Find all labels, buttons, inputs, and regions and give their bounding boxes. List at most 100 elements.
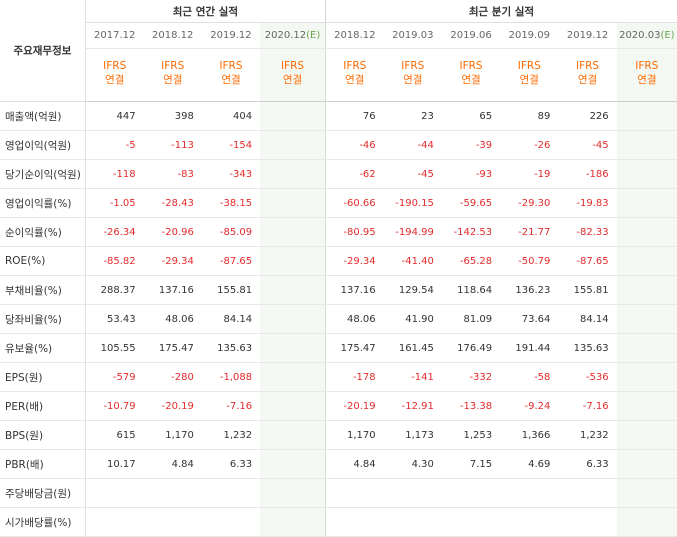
- estimate-tag: (E): [660, 30, 675, 41]
- accounting-standard-label: IFRS 연결: [325, 48, 384, 102]
- value-cell: -190.15: [383, 188, 442, 218]
- period-label: 2018.12: [152, 30, 194, 41]
- value-cell: -44: [383, 130, 442, 160]
- period-label: 2019.09: [508, 30, 550, 41]
- value-cell: 137.16: [325, 275, 384, 305]
- value-cell: 6.33: [558, 449, 617, 479]
- period-label: 2018.12: [334, 30, 376, 41]
- accounting-standard-label: IFRS 연결: [201, 48, 261, 102]
- value-cell: 615: [85, 420, 144, 450]
- value-cell: [441, 507, 501, 537]
- value-cell: -154: [201, 130, 261, 160]
- table-row: EPS(원) -579 -280 -1,088 -178 -141 -332 -58 -536: [0, 362, 677, 392]
- value-cell: -29.34: [143, 246, 202, 276]
- period-header: 2019.12: [201, 22, 261, 49]
- value-cell: 447: [85, 101, 144, 131]
- value-cell: 155.81: [201, 275, 261, 305]
- row-label: PER(배): [0, 391, 86, 421]
- value-cell: -113: [143, 130, 202, 160]
- consolidated-label: 연결: [163, 74, 183, 86]
- value-cell: [260, 362, 326, 392]
- table-row: 부채비율(%) 288.37 137.16 155.81 137.16 129.54 118…: [0, 275, 677, 305]
- value-cell: [260, 304, 326, 334]
- value-cell: -87.65: [558, 246, 617, 276]
- accounting-standard-row: IFRS 연결 IFRS 연결 IFRS 연결 IFRS 연결 IFRS 연결 IFRS 연결 IFRS…: [0, 48, 677, 102]
- table-row: ROE(%) -85.82 -29.34 -87.65 -29.34 -41.40 -65.…: [0, 246, 677, 276]
- value-cell: 137.16: [143, 275, 202, 305]
- row-label: BPS(원): [0, 420, 86, 450]
- value-cell: -60.66: [325, 188, 384, 218]
- value-cell: 23: [383, 101, 442, 131]
- value-cell: 76: [325, 101, 384, 131]
- value-cell: [260, 333, 326, 363]
- value-cell: 48.06: [325, 304, 384, 334]
- value-cell: -45: [558, 130, 617, 160]
- consolidated-label: 연결: [637, 74, 657, 86]
- period-label: 2019.12: [210, 30, 252, 41]
- value-cell: 118.64: [441, 275, 501, 305]
- ifrs-label: IFRS: [635, 60, 659, 72]
- value-cell: 1,366: [500, 420, 559, 450]
- value-cell: [260, 159, 326, 189]
- accounting-standard-label: IFRS 연결: [616, 48, 677, 102]
- value-cell: 288.37: [85, 275, 144, 305]
- value-cell: [143, 507, 202, 537]
- estimate-tag: (E): [306, 30, 321, 41]
- value-cell: [616, 217, 677, 247]
- value-cell: 191.44: [500, 333, 559, 363]
- value-cell: [260, 217, 326, 247]
- value-cell: [260, 449, 326, 479]
- value-cell: 1,232: [201, 420, 261, 450]
- value-cell: 135.63: [201, 333, 261, 363]
- value-cell: 10.17: [85, 449, 144, 479]
- value-cell: 48.06: [143, 304, 202, 334]
- value-cell: -19.83: [558, 188, 617, 218]
- value-cell: 136.23: [500, 275, 559, 305]
- value-cell: [616, 507, 677, 537]
- accounting-standard-label: IFRS 연결: [558, 48, 617, 102]
- value-cell: -343: [201, 159, 261, 189]
- value-cell: 129.54: [383, 275, 442, 305]
- row-label: 주당배당금(원): [0, 478, 86, 508]
- value-cell: -1.05: [85, 188, 144, 218]
- table-row: 순이익률(%) -26.34 -20.96 -85.09 -80.95 -194.99 -1…: [0, 217, 677, 247]
- value-cell: 73.64: [500, 304, 559, 334]
- value-cell: 4.30: [383, 449, 442, 479]
- value-cell: [85, 507, 144, 537]
- value-cell: 105.55: [85, 333, 144, 363]
- value-cell: [260, 101, 326, 131]
- value-cell: -178: [325, 362, 384, 392]
- value-cell: 7.15: [441, 449, 501, 479]
- value-cell: -26.34: [85, 217, 144, 247]
- value-cell: [616, 246, 677, 276]
- value-cell: [260, 420, 326, 450]
- value-cell: -12.91: [383, 391, 442, 421]
- value-cell: 84.14: [558, 304, 617, 334]
- value-cell: -280: [143, 362, 202, 392]
- value-cell: -38.15: [201, 188, 261, 218]
- table-row: 당기순이익(억원) -118 -83 -343 -62 -45 -93 -19 -186: [0, 159, 677, 189]
- period-header: 2017.12: [85, 22, 144, 49]
- consolidated-label: 연결: [105, 74, 125, 86]
- value-cell: [616, 449, 677, 479]
- accounting-standard-label: IFRS 연결: [260, 48, 326, 102]
- accounting-standard-label: IFRS 연결: [441, 48, 501, 102]
- value-cell: [558, 478, 617, 508]
- value-cell: [325, 478, 384, 508]
- value-cell: -26: [500, 130, 559, 160]
- period-header-row: 2017.12 2018.12 2019.12 2020.12(E) 2018.12 20…: [0, 22, 677, 49]
- period-label: 2019.03: [392, 30, 434, 41]
- value-cell: [616, 420, 677, 450]
- row-label: EPS(원): [0, 362, 86, 392]
- accounting-standard-label: IFRS 연결: [500, 48, 559, 102]
- row-label: ROE(%): [0, 246, 86, 276]
- value-cell: -85.09: [201, 217, 261, 247]
- ifrs-label: IFRS: [575, 60, 600, 72]
- period-label: 2020.03: [619, 30, 661, 41]
- value-cell: [616, 275, 677, 305]
- consolidated-label: 연결: [345, 74, 365, 86]
- value-cell: [441, 478, 501, 508]
- period-header: 2018.12: [325, 22, 384, 49]
- value-cell: [260, 188, 326, 218]
- value-cell: 1,170: [143, 420, 202, 450]
